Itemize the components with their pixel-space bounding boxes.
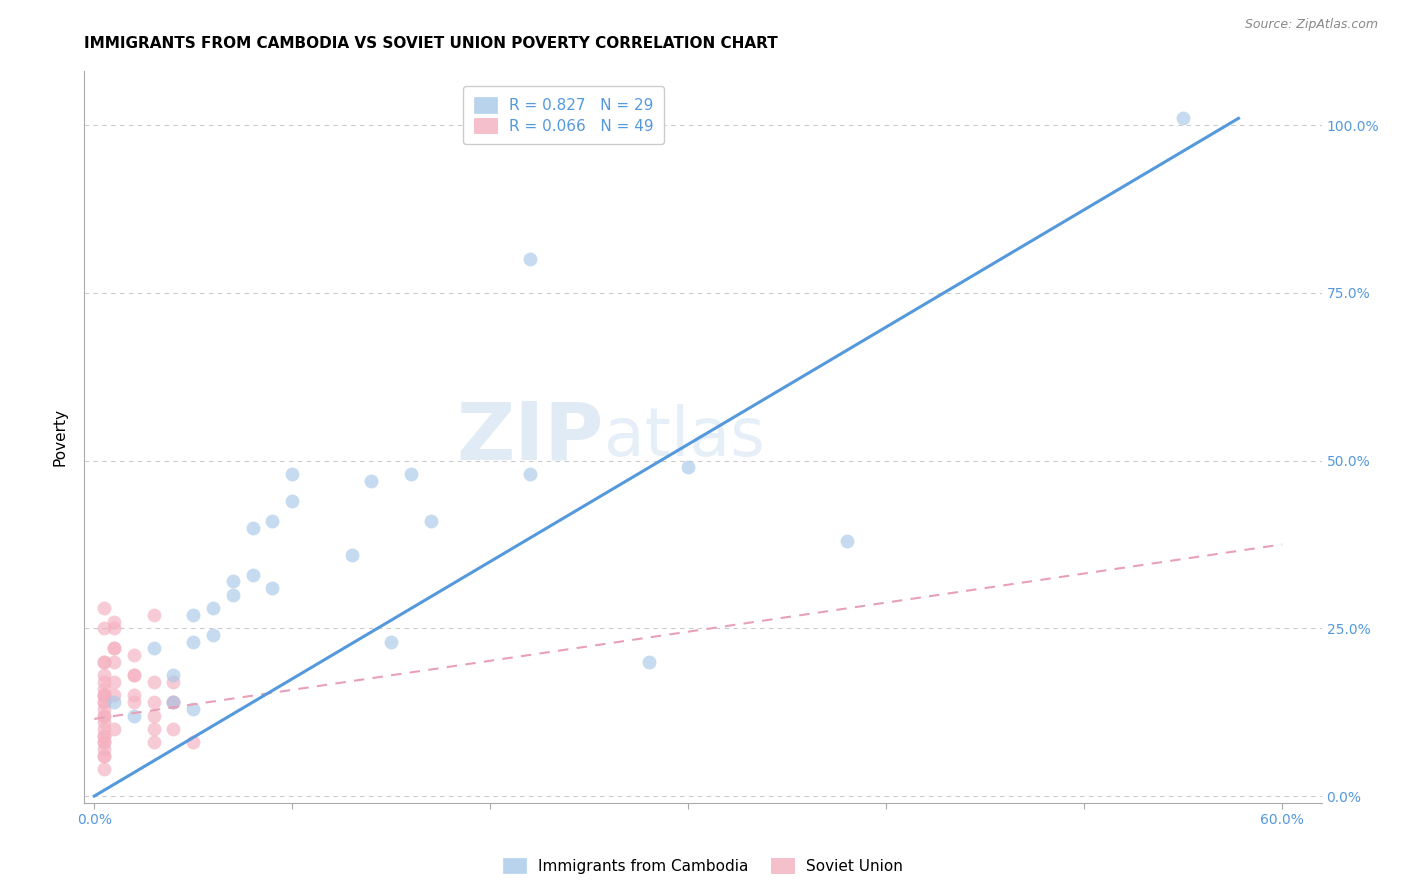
Point (519, 252, 541, 267)
Point (93, 735, 115, 749)
Point (281, 493, 304, 508)
Point (93, 675, 115, 690)
Legend: Immigrants from Cambodia, Soviet Union: Immigrants from Cambodia, Soviet Union (496, 852, 910, 880)
Point (262, 514, 284, 528)
Point (93, 689, 115, 703)
Point (93, 695, 115, 709)
Point (93, 748, 115, 763)
Text: IMMIGRANTS FROM CAMBODIA VS SOVIET UNION POVERTY CORRELATION CHART: IMMIGRANTS FROM CAMBODIA VS SOVIET UNION… (84, 36, 778, 51)
Text: atlas: atlas (605, 404, 765, 470)
Point (242, 567, 264, 582)
Point (142, 607, 165, 622)
Point (162, 668, 184, 682)
Point (103, 689, 125, 703)
Point (93, 689, 115, 703)
Point (142, 675, 165, 690)
Point (93, 742, 115, 756)
Point (142, 708, 165, 723)
Point (162, 695, 184, 709)
Point (122, 668, 145, 682)
Point (93, 655, 115, 669)
Point (93, 695, 115, 709)
Point (162, 722, 184, 736)
Point (122, 695, 145, 709)
Point (93, 702, 115, 716)
Point (676, 460, 699, 475)
Point (281, 467, 304, 481)
Point (93, 708, 115, 723)
Point (122, 648, 145, 662)
Point (93, 668, 115, 682)
Point (93, 689, 115, 703)
Point (93, 715, 115, 730)
Point (202, 601, 225, 615)
Point (93, 729, 115, 743)
Point (262, 581, 284, 595)
Point (103, 655, 125, 669)
Point (93, 655, 115, 669)
Point (122, 708, 145, 723)
Point (142, 735, 165, 749)
Point (93, 621, 115, 635)
Point (181, 702, 204, 716)
Point (181, 607, 204, 622)
Point (93, 601, 115, 615)
Point (93, 681, 115, 696)
Point (835, 534, 858, 549)
Point (103, 675, 125, 690)
Y-axis label: Poverty: Poverty (52, 408, 67, 467)
Text: Source: ZipAtlas.com: Source: ZipAtlas.com (1244, 18, 1378, 31)
Point (1171, 112, 1194, 126)
Point (103, 722, 125, 736)
Point (202, 628, 225, 642)
Point (637, 655, 659, 669)
Point (93, 708, 115, 723)
Legend: R = 0.827   N = 29, R = 0.066   N = 49: R = 0.827 N = 29, R = 0.066 N = 49 (463, 87, 665, 145)
Point (162, 695, 184, 709)
Point (419, 514, 441, 528)
Point (142, 695, 165, 709)
Point (93, 748, 115, 763)
Point (93, 722, 115, 736)
Point (122, 689, 145, 703)
Point (380, 634, 402, 648)
Point (103, 695, 125, 709)
Point (222, 574, 245, 589)
Point (242, 521, 264, 535)
Point (162, 675, 184, 690)
Point (340, 548, 363, 562)
Point (93, 762, 115, 776)
Point (162, 695, 184, 709)
Point (103, 641, 125, 656)
Point (103, 641, 125, 656)
Point (122, 668, 145, 682)
Point (103, 615, 125, 629)
Point (519, 467, 541, 481)
Point (181, 735, 204, 749)
Text: ZIP: ZIP (457, 398, 605, 476)
Point (103, 621, 125, 635)
Point (222, 588, 245, 602)
Point (360, 474, 382, 488)
Point (181, 634, 204, 648)
Point (399, 467, 422, 481)
Point (93, 735, 115, 749)
Point (142, 722, 165, 736)
Point (142, 641, 165, 656)
Point (93, 729, 115, 743)
